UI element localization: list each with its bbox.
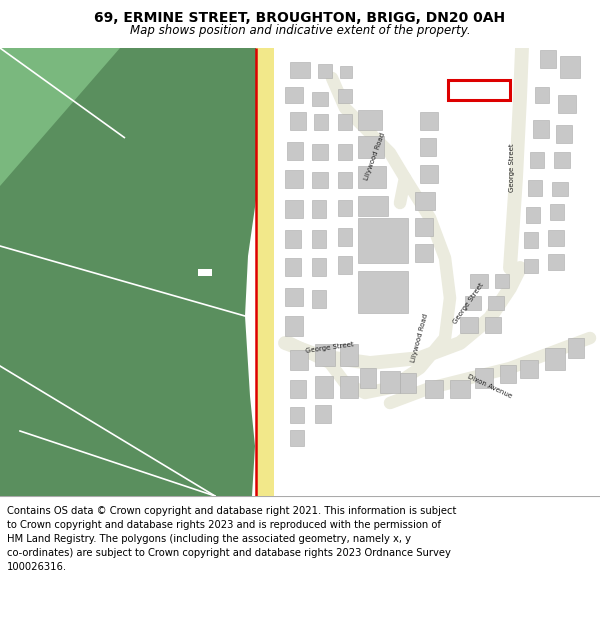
Bar [358,271,408,313]
Text: Lilywood Road: Lilywood Road [363,131,386,181]
Bar [338,172,352,188]
Text: George Street: George Street [305,342,355,354]
Bar [528,180,542,196]
Bar [568,338,584,358]
Bar [312,172,328,188]
Bar [524,259,538,273]
Bar [520,360,538,378]
Bar [415,192,435,210]
Text: George Street: George Street [452,281,484,324]
Bar [535,87,549,103]
Bar [533,120,549,138]
Bar [540,50,556,68]
Bar [530,152,544,168]
Bar [340,344,358,366]
Bar [550,204,564,220]
Bar [290,112,306,130]
Bar [318,64,332,78]
Text: Dixon Avenue: Dixon Avenue [467,373,513,399]
Bar [290,62,310,78]
Bar [285,87,303,103]
Bar [340,376,358,398]
Bar [340,66,352,78]
Bar [290,350,308,370]
Bar [315,405,331,423]
Bar [285,316,303,336]
Bar [460,317,478,333]
Bar [420,112,438,130]
Bar [558,95,576,113]
Bar [312,290,326,308]
Bar [312,230,326,248]
Bar [198,269,212,276]
Bar [285,258,301,276]
Bar [290,380,306,398]
Bar [560,56,580,78]
Bar [338,228,352,246]
Bar [312,258,326,276]
Text: Lilywood Road: Lilywood Road [410,313,430,363]
Bar [312,144,328,160]
Bar [358,166,386,188]
Bar [256,48,274,496]
Bar [358,196,388,216]
Bar [556,125,572,143]
Bar [287,142,303,160]
Bar [420,165,438,183]
Bar [315,376,333,398]
Text: 69, ERMINE STREET, BROUGHTON, BRIGG, DN20 0AH: 69, ERMINE STREET, BROUGHTON, BRIGG, DN2… [94,11,506,24]
Bar [554,152,570,168]
Bar [465,296,481,310]
Bar [358,218,408,263]
Bar [338,89,352,103]
Bar [548,230,564,246]
Polygon shape [0,48,260,496]
Bar [400,373,416,393]
Bar [358,110,382,130]
Bar [290,430,304,446]
Bar [314,114,328,130]
Bar [285,200,303,218]
Bar [548,254,564,270]
Bar [545,348,565,370]
Bar [500,365,516,383]
Bar [315,344,335,366]
Bar [448,80,510,100]
Bar [488,296,504,310]
Bar [285,230,301,248]
Bar [338,256,352,274]
Bar [470,274,488,288]
Text: George Street: George Street [509,144,515,192]
Bar [425,380,443,398]
Bar [358,136,384,158]
Text: Contains OS data © Crown copyright and database right 2021. This information is : Contains OS data © Crown copyright and d… [7,506,457,572]
Bar [485,317,501,333]
Bar [380,371,400,393]
Bar [285,170,303,188]
Bar [415,218,433,236]
Bar [290,407,304,423]
Text: Map shows position and indicative extent of the property.: Map shows position and indicative extent… [130,24,470,38]
Bar [450,380,470,398]
Bar [312,200,326,218]
Bar [475,368,493,388]
Bar [420,138,436,156]
Bar [338,200,352,216]
Bar [524,232,538,248]
Bar [552,182,568,196]
Bar [360,368,376,388]
Bar [338,144,352,160]
Bar [526,207,540,223]
Bar [285,288,303,306]
Bar [312,92,328,106]
Bar [415,244,433,262]
Polygon shape [0,48,120,186]
Bar [495,274,509,288]
Bar [338,114,352,130]
